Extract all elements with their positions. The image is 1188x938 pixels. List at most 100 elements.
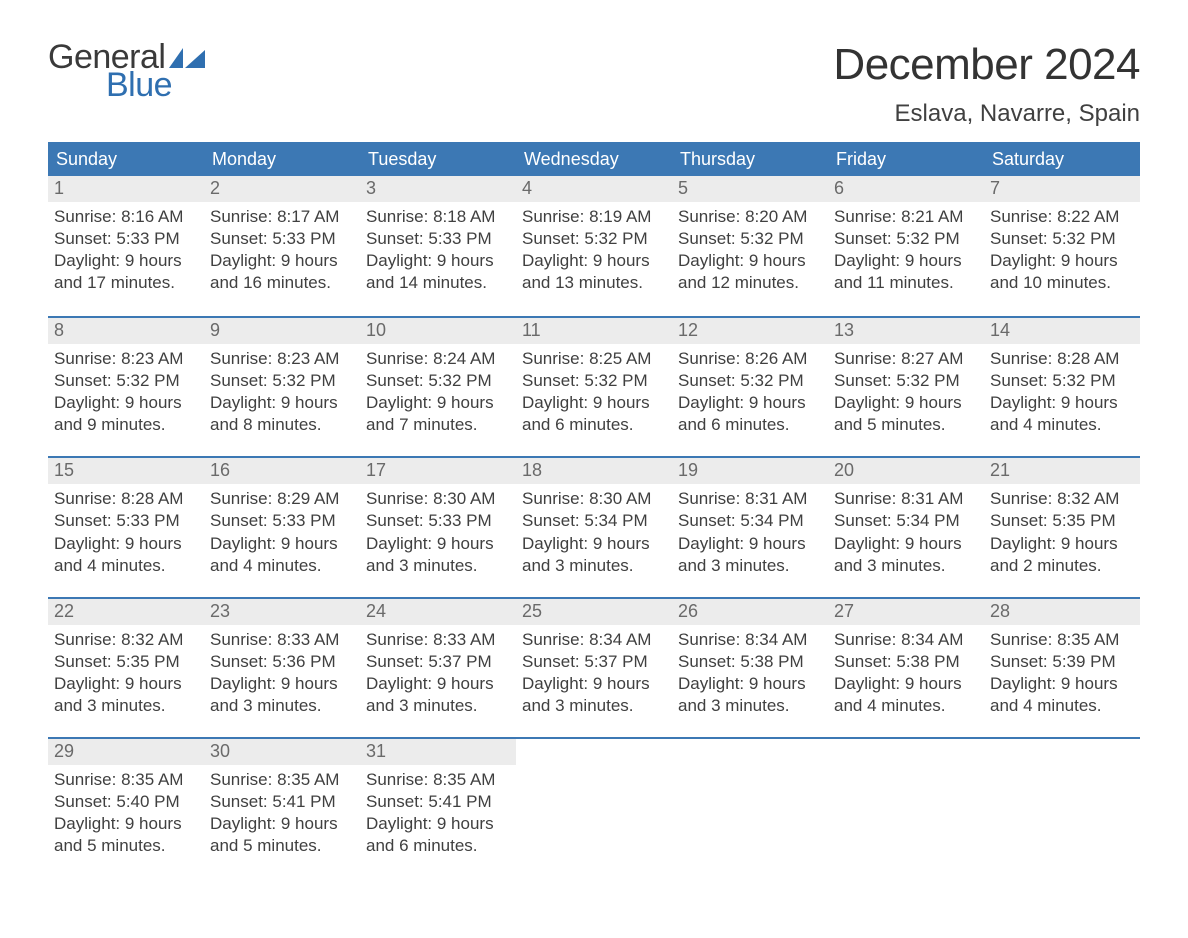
daylight-line-1: Daylight: 9 hours [210,392,354,414]
daylight-line-2: and 6 minutes. [678,414,822,436]
sunset-line: Sunset: 5:35 PM [54,651,198,673]
week-row: 15Sunrise: 8:28 AMSunset: 5:33 PMDayligh… [48,456,1140,596]
day-number: 19 [672,458,828,484]
day-cell: 27Sunrise: 8:34 AMSunset: 5:38 PMDayligh… [828,599,984,737]
sunset-line: Sunset: 5:41 PM [366,791,510,813]
daylight-line-1: Daylight: 9 hours [522,392,666,414]
daylight-line-2: and 12 minutes. [678,272,822,294]
day-details: Sunrise: 8:30 AMSunset: 5:34 PMDaylight:… [516,484,672,576]
sunrise-line: Sunrise: 8:22 AM [990,206,1134,228]
sunset-line: Sunset: 5:41 PM [210,791,354,813]
sunset-line: Sunset: 5:38 PM [678,651,822,673]
daylight-line-1: Daylight: 9 hours [834,673,978,695]
daylight-line-2: and 2 minutes. [990,555,1134,577]
daylight-line-2: and 5 minutes. [834,414,978,436]
day-cell: 13Sunrise: 8:27 AMSunset: 5:32 PMDayligh… [828,318,984,456]
sunrise-line: Sunrise: 8:32 AM [54,629,198,651]
daylight-line-2: and 10 minutes. [990,272,1134,294]
sunrise-line: Sunrise: 8:35 AM [990,629,1134,651]
calendar-page: General Blue December 2024 Eslava, Navar… [0,0,1188,938]
sunset-line: Sunset: 5:32 PM [210,370,354,392]
sunrise-line: Sunrise: 8:26 AM [678,348,822,370]
daylight-line-2: and 11 minutes. [834,272,978,294]
day-cell: 10Sunrise: 8:24 AMSunset: 5:32 PMDayligh… [360,318,516,456]
day-details: Sunrise: 8:35 AMSunset: 5:39 PMDaylight:… [984,625,1140,717]
day-details: Sunrise: 8:28 AMSunset: 5:33 PMDaylight:… [48,484,204,576]
dow-friday: Friday [828,149,984,170]
day-details: Sunrise: 8:25 AMSunset: 5:32 PMDaylight:… [516,344,672,436]
daylight-line-2: and 5 minutes. [210,835,354,857]
day-details: Sunrise: 8:31 AMSunset: 5:34 PMDaylight:… [828,484,984,576]
day-cell: 30Sunrise: 8:35 AMSunset: 5:41 PMDayligh… [204,739,360,877]
day-number: 31 [360,739,516,765]
sunset-line: Sunset: 5:34 PM [522,510,666,532]
week-row: 8Sunrise: 8:23 AMSunset: 5:32 PMDaylight… [48,316,1140,456]
sunset-line: Sunset: 5:32 PM [834,228,978,250]
day-number: 14 [984,318,1140,344]
day-cell: 28Sunrise: 8:35 AMSunset: 5:39 PMDayligh… [984,599,1140,737]
sunrise-line: Sunrise: 8:35 AM [366,769,510,791]
day-number: 17 [360,458,516,484]
daylight-line-2: and 3 minutes. [366,555,510,577]
day-cell: 1Sunrise: 8:16 AMSunset: 5:33 PMDaylight… [48,176,204,316]
daylight-line-1: Daylight: 9 hours [990,392,1134,414]
day-details: Sunrise: 8:31 AMSunset: 5:34 PMDaylight:… [672,484,828,576]
daylight-line-1: Daylight: 9 hours [210,250,354,272]
daylight-line-1: Daylight: 9 hours [54,813,198,835]
sunset-line: Sunset: 5:34 PM [834,510,978,532]
sunset-line: Sunset: 5:33 PM [210,510,354,532]
day-number: 3 [360,176,516,202]
sunrise-line: Sunrise: 8:23 AM [210,348,354,370]
day-cell: 8Sunrise: 8:23 AMSunset: 5:32 PMDaylight… [48,318,204,456]
dow-sunday: Sunday [48,149,204,170]
day-cell: 14Sunrise: 8:28 AMSunset: 5:32 PMDayligh… [984,318,1140,456]
week-row: 22Sunrise: 8:32 AMSunset: 5:35 PMDayligh… [48,597,1140,737]
day-number: 5 [672,176,828,202]
daylight-line-1: Daylight: 9 hours [834,533,978,555]
day-details: Sunrise: 8:34 AMSunset: 5:38 PMDaylight:… [828,625,984,717]
day-of-week-header: Sunday Monday Tuesday Wednesday Thursday… [48,142,1140,176]
day-details: Sunrise: 8:35 AMSunset: 5:41 PMDaylight:… [360,765,516,857]
daylight-line-1: Daylight: 9 hours [366,533,510,555]
day-cell: 7Sunrise: 8:22 AMSunset: 5:32 PMDaylight… [984,176,1140,316]
sunset-line: Sunset: 5:32 PM [522,228,666,250]
sunrise-line: Sunrise: 8:34 AM [522,629,666,651]
day-details: Sunrise: 8:29 AMSunset: 5:33 PMDaylight:… [204,484,360,576]
daylight-line-1: Daylight: 9 hours [834,250,978,272]
day-cell: 5Sunrise: 8:20 AMSunset: 5:32 PMDaylight… [672,176,828,316]
day-number: 24 [360,599,516,625]
day-cell: 9Sunrise: 8:23 AMSunset: 5:32 PMDaylight… [204,318,360,456]
daylight-line-1: Daylight: 9 hours [522,250,666,272]
sunrise-line: Sunrise: 8:31 AM [834,488,978,510]
daylight-line-2: and 3 minutes. [366,695,510,717]
day-cell: 6Sunrise: 8:21 AMSunset: 5:32 PMDaylight… [828,176,984,316]
sunrise-line: Sunrise: 8:32 AM [990,488,1134,510]
daylight-line-2: and 3 minutes. [834,555,978,577]
day-details: Sunrise: 8:23 AMSunset: 5:32 PMDaylight:… [48,344,204,436]
day-details: Sunrise: 8:34 AMSunset: 5:37 PMDaylight:… [516,625,672,717]
day-cell: 24Sunrise: 8:33 AMSunset: 5:37 PMDayligh… [360,599,516,737]
daylight-line-1: Daylight: 9 hours [522,673,666,695]
day-number: 20 [828,458,984,484]
sunrise-line: Sunrise: 8:34 AM [678,629,822,651]
sunset-line: Sunset: 5:33 PM [54,510,198,532]
day-details: Sunrise: 8:24 AMSunset: 5:32 PMDaylight:… [360,344,516,436]
daylight-line-1: Daylight: 9 hours [678,392,822,414]
daylight-line-2: and 9 minutes. [54,414,198,436]
sunset-line: Sunset: 5:36 PM [210,651,354,673]
sunset-line: Sunset: 5:34 PM [678,510,822,532]
sunrise-line: Sunrise: 8:28 AM [54,488,198,510]
sunrise-line: Sunrise: 8:35 AM [54,769,198,791]
daylight-line-2: and 3 minutes. [678,695,822,717]
brand-logo: General Blue [48,40,205,102]
day-details: Sunrise: 8:19 AMSunset: 5:32 PMDaylight:… [516,202,672,294]
sunset-line: Sunset: 5:32 PM [522,370,666,392]
day-cell [828,739,984,877]
daylight-line-1: Daylight: 9 hours [210,533,354,555]
day-cell [672,739,828,877]
day-number: 28 [984,599,1140,625]
day-cell: 12Sunrise: 8:26 AMSunset: 5:32 PMDayligh… [672,318,828,456]
day-number: 25 [516,599,672,625]
day-cell: 16Sunrise: 8:29 AMSunset: 5:33 PMDayligh… [204,458,360,596]
daylight-line-2: and 13 minutes. [522,272,666,294]
